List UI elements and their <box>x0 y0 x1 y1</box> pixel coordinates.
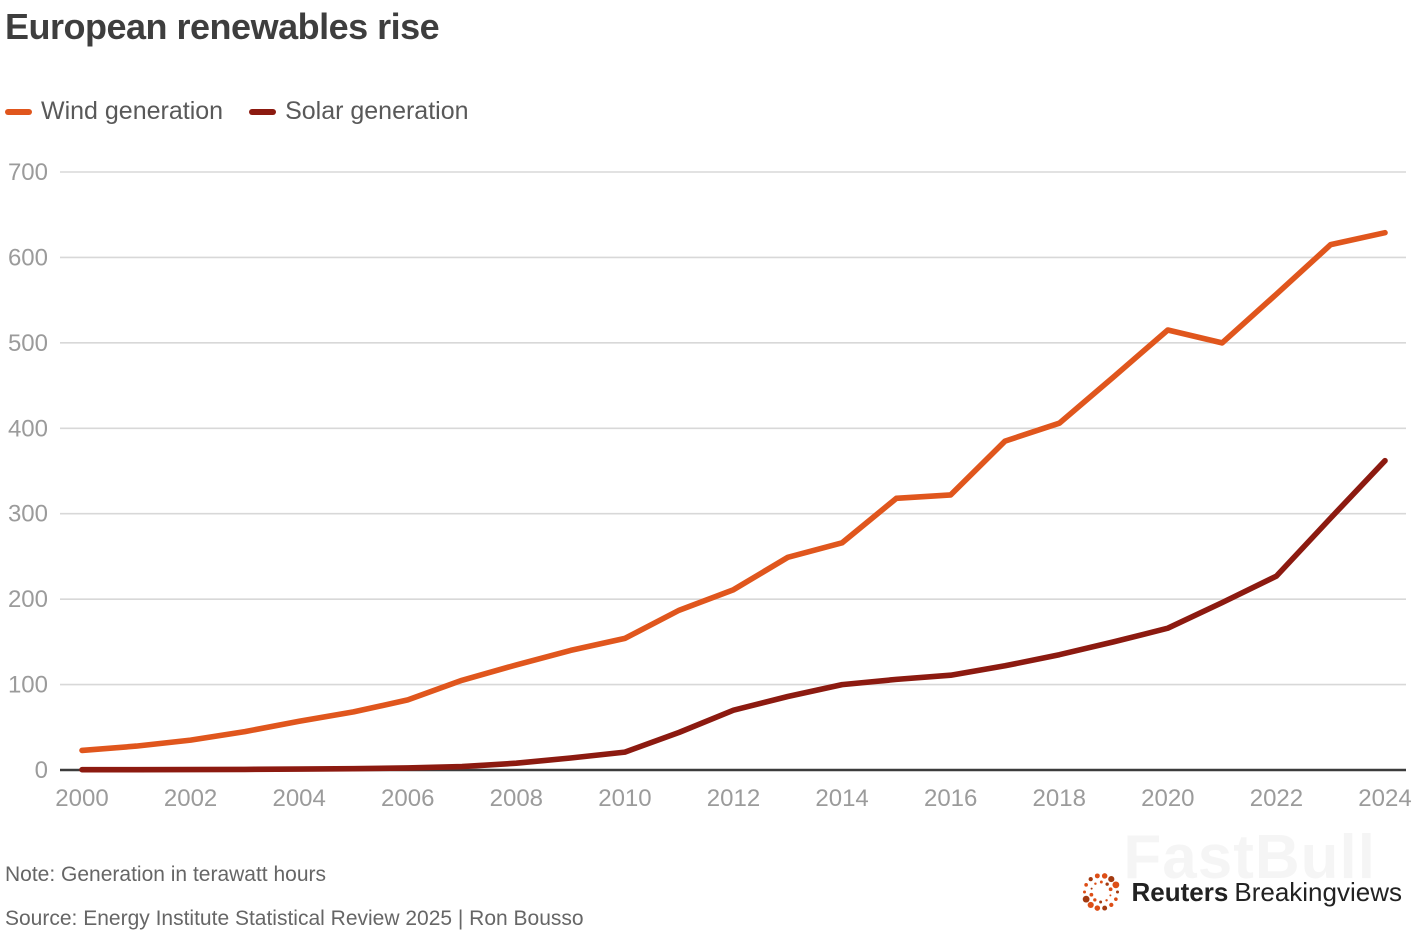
logo-dot <box>1105 882 1109 886</box>
wind-series-swatch-icon <box>5 108 32 115</box>
chart-note: Note: Generation in terawatt hours <box>5 863 327 886</box>
series-line-solar <box>79 457 1388 773</box>
x-tick-label-2012: 2012 <box>707 785 760 812</box>
y-tick-label-100: 100 <box>8 672 48 699</box>
logo-dot <box>1112 881 1119 889</box>
x-tick-label-2018: 2018 <box>1033 785 1086 812</box>
logo-reuters-text: Reuters <box>1131 876 1229 907</box>
line-chart-plot-area: 0 100 200 300 400 500 600 700 2000 2002 2004 2006 20… <box>8 159 1412 812</box>
logo-wordmark: Reuters Breakingviews <box>1132 877 1402 908</box>
x-tick-label-2002: 2002 <box>164 785 217 812</box>
legend-label-solar: Solar generation <box>285 97 469 125</box>
y-tick-label-600: 600 <box>8 244 48 271</box>
logo-dot <box>1087 901 1094 908</box>
logo-dot <box>1089 892 1093 897</box>
x-tick-label-2024: 2024 <box>1358 785 1411 812</box>
logo-dot <box>1101 873 1107 879</box>
x-tick-label-2004: 2004 <box>272 785 325 812</box>
fastbull-watermark: FastBull <box>1123 823 1376 892</box>
legend-label-wind: Wind generation <box>41 97 224 125</box>
logo-dot <box>1108 894 1111 897</box>
reuters-breakingviews-logo: Reuters Breakingviews <box>1078 869 1402 915</box>
legend-item-wind: Wind generation <box>5 97 223 126</box>
logo-dot <box>1104 899 1108 902</box>
x-tick-label-2022: 2022 <box>1250 785 1303 812</box>
logo-breakingviews-text: Breakingviews <box>1234 876 1402 907</box>
solar-series-swatch-icon <box>249 108 277 115</box>
chart-source: Source: Energy Institute Statistical Rev… <box>5 907 584 930</box>
logo-dot <box>1108 902 1113 908</box>
logo-dot <box>1113 897 1118 901</box>
chart-legend: Wind generation Solar generation <box>5 97 469 126</box>
y-tick-label-400: 400 <box>8 415 48 442</box>
x-tick-label-2006: 2006 <box>381 785 434 812</box>
series-line-wind <box>79 229 1388 754</box>
y-tick-label-500: 500 <box>8 330 48 357</box>
x-tick-label-2010: 2010 <box>598 785 651 812</box>
y-tick-label-300: 300 <box>8 501 48 528</box>
logo-dot <box>1094 873 1100 879</box>
logo-dot <box>1083 883 1088 887</box>
logo-dot <box>1094 905 1100 911</box>
x-tick-label-2016: 2016 <box>924 785 977 812</box>
reuters-dotted-circle-icon <box>1082 873 1119 911</box>
logo-dot <box>1115 890 1119 894</box>
logo-dot <box>1101 905 1107 911</box>
chart-title: European renewables rise <box>5 6 440 47</box>
legend-item-solar: Solar generation <box>249 97 469 126</box>
logo-dot <box>1093 882 1097 885</box>
logo-dot <box>1090 887 1093 890</box>
logo-dot <box>1098 900 1102 904</box>
x-tick-label-2020: 2020 <box>1141 785 1194 812</box>
logo-dot <box>1108 887 1113 892</box>
x-tick-label-2000: 2000 <box>55 785 108 812</box>
x-tick-label-2008: 2008 <box>490 785 543 812</box>
x-tick-label-2014: 2014 <box>815 785 868 812</box>
logo-dot <box>1107 876 1114 883</box>
logo-dot <box>1099 880 1103 884</box>
y-tick-label-0: 0 <box>35 757 48 784</box>
logo-dot <box>1082 895 1090 903</box>
logo-dot <box>1092 898 1097 902</box>
logo-dot <box>1082 890 1086 894</box>
y-tick-label-200: 200 <box>8 586 48 613</box>
y-tick-label-700: 700 <box>8 159 48 186</box>
logo-dot <box>1088 876 1093 882</box>
